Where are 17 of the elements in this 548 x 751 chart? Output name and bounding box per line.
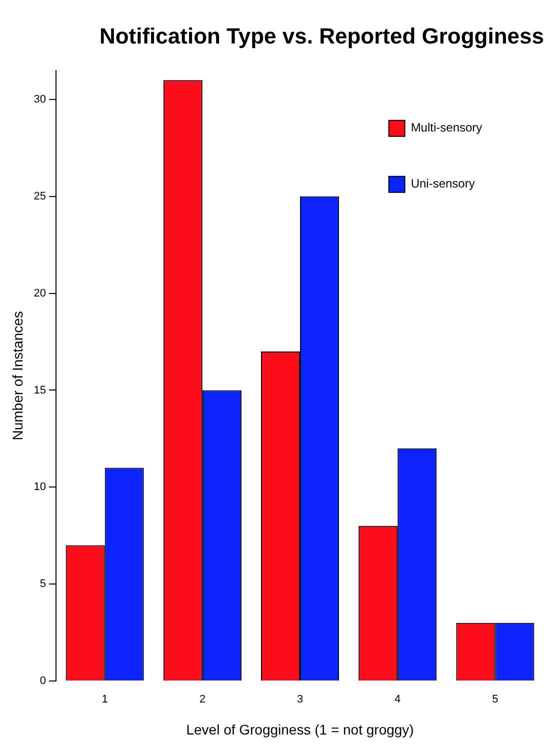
y-tick-label: 15 — [34, 384, 46, 396]
x-tick-label: 5 — [492, 694, 498, 706]
legend-label: Uni-sensory — [410, 176, 475, 191]
x-tick-label: 3 — [296, 694, 304, 706]
x-axis-title: Level of Grogginess (1 = not groggy) — [186, 721, 414, 738]
y-tick-label: 25 — [34, 190, 46, 202]
x-tick-label: 2 — [199, 694, 206, 706]
y-tick-label: 30 — [34, 94, 46, 106]
y-axis-title: Number of Instances — [9, 311, 26, 440]
y-tick-label: 0 — [40, 675, 46, 688]
y-tick-label: 20 — [34, 287, 46, 300]
y-tick-label: 10 — [34, 481, 46, 494]
chart-title: Notification Type vs. Reported Grogginess — [99, 23, 544, 48]
y-tick-label: 5 — [40, 578, 46, 590]
x-tick-label: 1 — [102, 694, 108, 706]
legend-label: Multi-sensory — [410, 120, 482, 135]
x-tick-label: 4 — [394, 694, 401, 706]
